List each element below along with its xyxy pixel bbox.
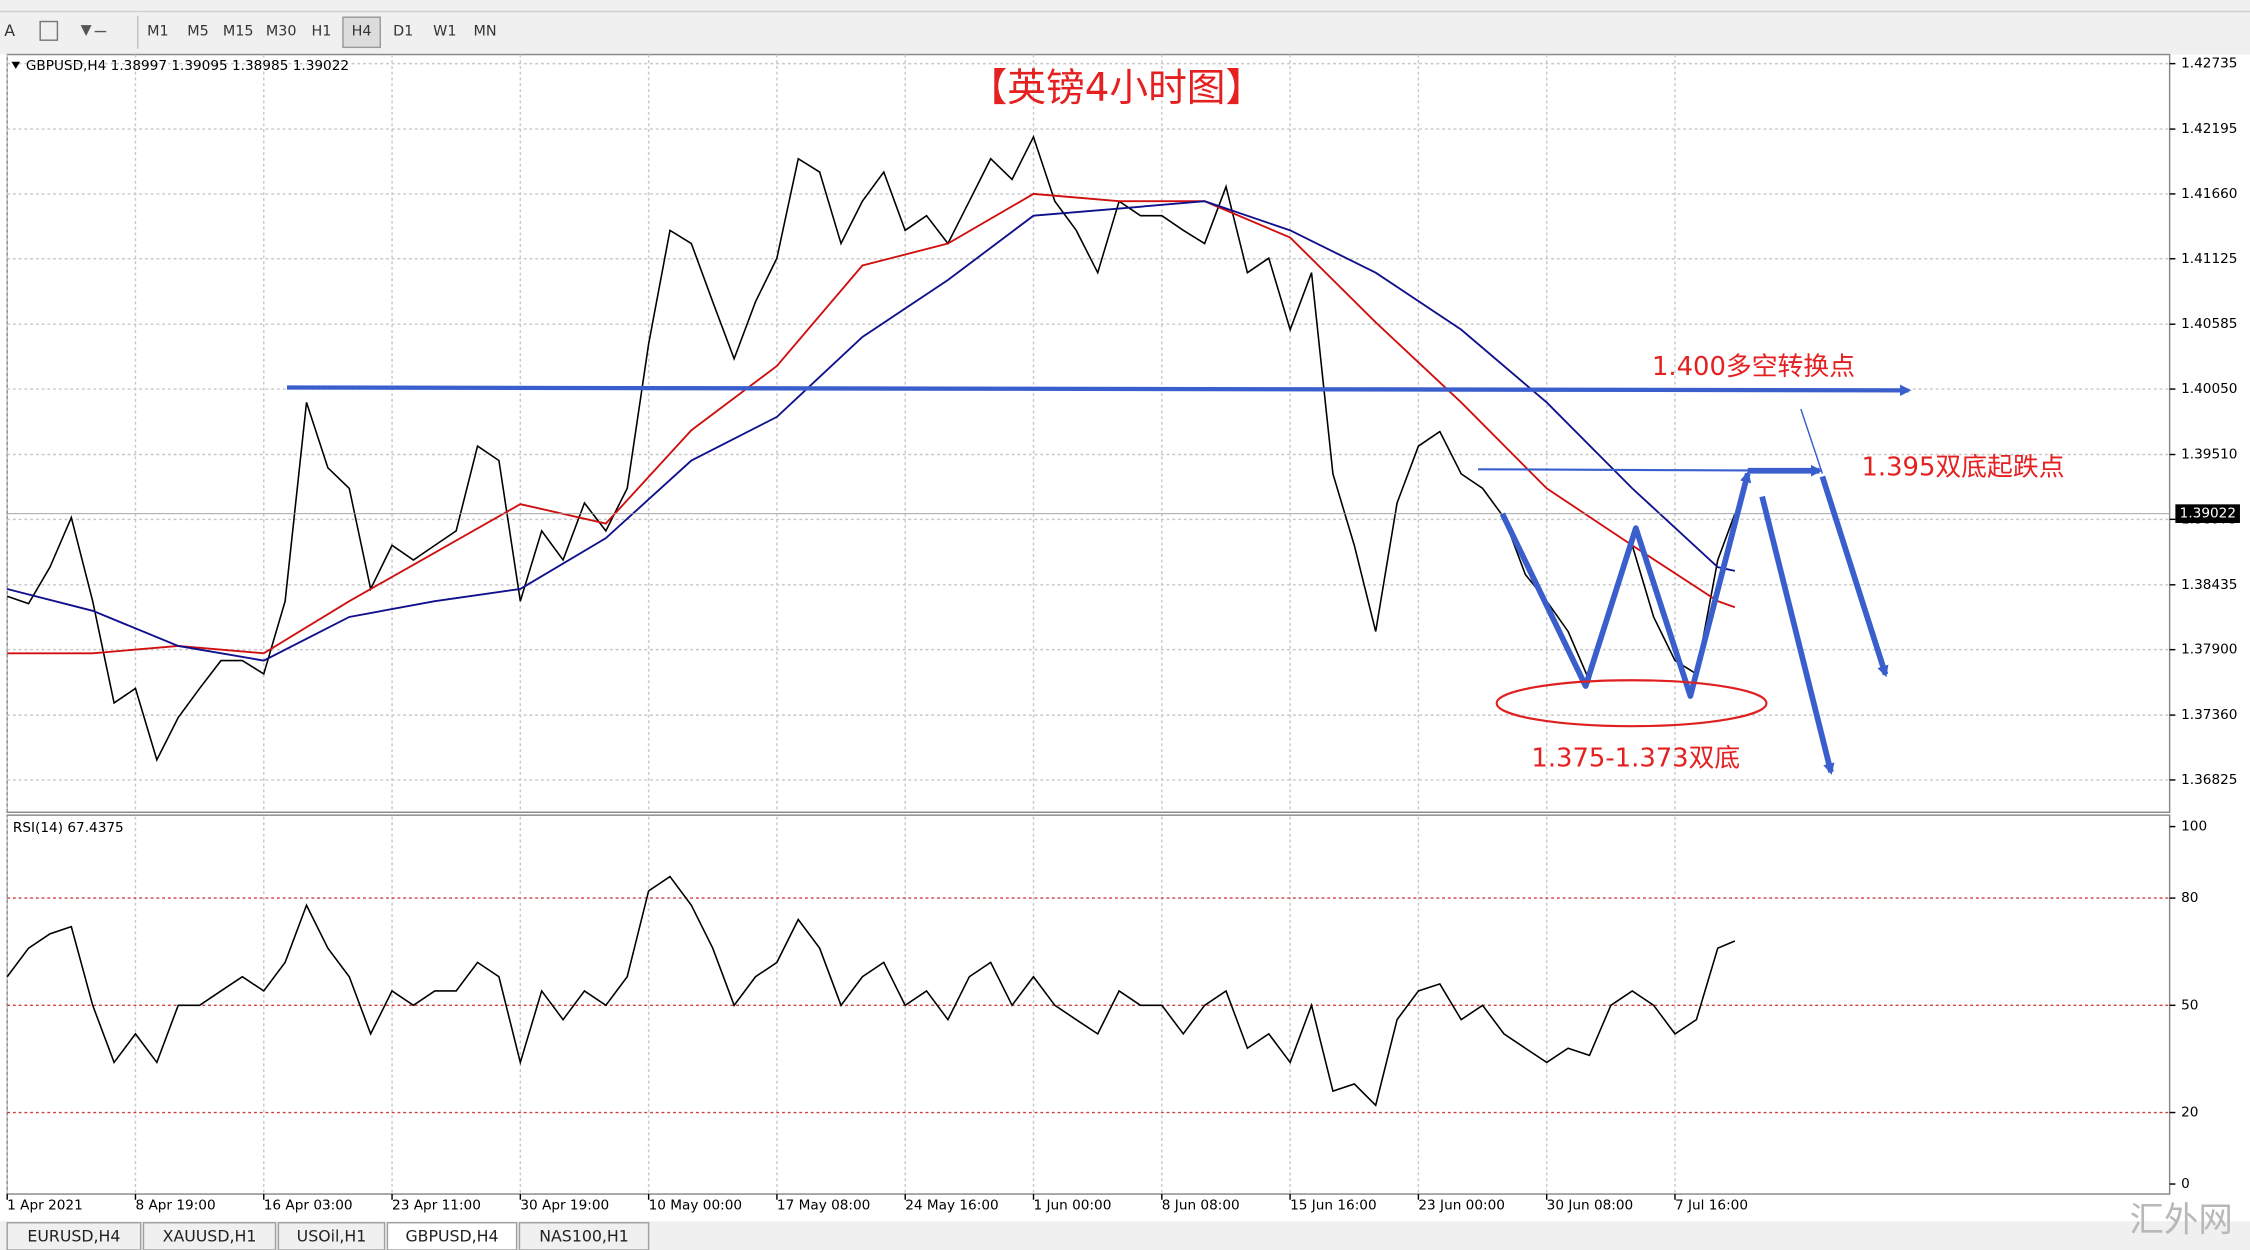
timeframe-button[interactable]: M5 xyxy=(187,24,209,40)
price-label: 1.39022 xyxy=(2180,506,2236,522)
tab[interactable] xyxy=(6,1222,142,1250)
annotation: 1.395双底起跌点 xyxy=(1861,452,2064,482)
series-line xyxy=(7,192,1736,655)
text-tool[interactable]: A xyxy=(4,21,15,40)
timeframe-button[interactable]: M1 xyxy=(147,24,169,40)
tabs: EURUSD,H4 XAUUSD,H1 USOil,H1 GBPUSD,H4 NAS10… xyxy=(6,1222,650,1250)
tab-label[interactable]: NAS100,H1 xyxy=(539,1227,629,1246)
timeframe-button[interactable]: D1 xyxy=(393,24,413,40)
x-tick-label: 1 Apr 2021 xyxy=(7,1198,83,1214)
x-tick-label: 8 Jun 08:00 xyxy=(1162,1198,1240,1214)
y-tick-label: 1.42735 xyxy=(2181,56,2237,72)
y-tick-label: 1.36825 xyxy=(2181,772,2237,788)
x-tick-label: 30 Jun 08:00 xyxy=(1547,1198,1634,1214)
pattern-path xyxy=(1499,470,1752,699)
series-line xyxy=(6,200,1736,662)
trend-line xyxy=(286,384,1912,397)
tab-label[interactable]: XAUUSD,H1 xyxy=(163,1227,257,1246)
high: 1.39095 xyxy=(171,58,227,74)
timeframe-button[interactable]: M15 xyxy=(223,24,254,40)
timeframe-button[interactable]: M30 xyxy=(266,24,297,40)
y-tick-label: 20 xyxy=(2181,1105,2198,1121)
y-tick-label: 1.37900 xyxy=(2181,642,2237,658)
low: 1.38985 xyxy=(232,58,288,74)
y-tick-label: 1.39510 xyxy=(2181,447,2237,463)
symbol: GBPUSD,H4 xyxy=(26,58,106,74)
x-tick-label: 23 Jun 00:00 xyxy=(1418,1198,1505,1214)
watermark: 汇外网 xyxy=(2129,1201,2232,1241)
collapse-icon[interactable] xyxy=(11,61,21,69)
drawings xyxy=(286,384,1912,775)
shapes-tool[interactable] xyxy=(80,25,107,37)
timeframe-bar: M1 M5 M15 M30 H1 H4 D1 W1 MN xyxy=(147,16,497,49)
timeframe-button[interactable]: H1 xyxy=(311,24,331,40)
rsi-chart: 1 Apr 2021 8 Apr 19:00 16 Apr 03:00 23 Apr … xyxy=(6,816,2207,1214)
series-line xyxy=(6,134,1736,763)
y-tick-label: 1.40585 xyxy=(2181,316,2237,332)
trend-line xyxy=(1800,408,1824,474)
x-tick-label: 30 Apr 19:00 xyxy=(520,1198,609,1214)
main-panel xyxy=(6,53,2171,814)
y-tick-label: 1.42195 xyxy=(2181,121,2237,137)
tab[interactable] xyxy=(277,1222,386,1250)
timeframe-button[interactable]: W1 xyxy=(433,24,456,40)
symbol-header: GBPUSD,H4 1.38997 1.39095 1.38985 1.3902… xyxy=(26,58,349,74)
x-tick-label: 23 Apr 11:00 xyxy=(392,1198,481,1214)
y-tick-label: 100 xyxy=(2181,819,2207,835)
tab-label[interactable]: USOil,H1 xyxy=(297,1227,367,1246)
price-label-box xyxy=(2175,504,2240,523)
tab-label[interactable]: GBPUSD,H4 xyxy=(405,1227,498,1246)
trend-arrow xyxy=(1819,475,1889,678)
tab[interactable] xyxy=(518,1222,650,1250)
y-tick-label: 50 xyxy=(2181,997,2198,1013)
toolbar xyxy=(0,0,2250,55)
x-tick-label: 1 Jun 00:00 xyxy=(1034,1198,1112,1214)
y-tick-label: 1.37360 xyxy=(2181,707,2237,723)
timeframe-button[interactable]: MN xyxy=(473,24,496,40)
y-tick-label: 1.41125 xyxy=(2181,251,2237,267)
indicator-value: 67.4375 xyxy=(67,820,123,836)
highlight-ellipse xyxy=(1495,679,1768,728)
indicator: RSI(14) xyxy=(13,820,63,836)
chart-title: 【英镑4小时图】 xyxy=(969,66,1265,111)
x-tick-label: 15 Jun 16:00 xyxy=(1290,1198,1377,1214)
tab-label[interactable]: EURUSD,H4 xyxy=(27,1227,120,1246)
y-tick-label: 1.41660 xyxy=(2181,186,2237,202)
x-tick-label: 16 Apr 03:00 xyxy=(264,1198,353,1214)
x-tick-label: 17 May 08:00 xyxy=(777,1198,870,1214)
y-tick-label: 1.40050 xyxy=(2181,381,2237,397)
y-tick-label: 80 xyxy=(2181,890,2198,906)
x-tick-label: 7 Jul 16:00 xyxy=(1675,1198,1748,1214)
y-tick-label: 0 xyxy=(2181,1176,2190,1192)
y-tick-label: 1.38435 xyxy=(2181,577,2237,593)
x-tick-label: 10 May 00:00 xyxy=(649,1198,742,1214)
timeframe-button[interactable]: H4 xyxy=(352,24,372,40)
open: 1.38997 xyxy=(111,58,167,74)
tab[interactable] xyxy=(386,1222,518,1250)
label-tool[interactable] xyxy=(39,20,59,41)
x-tick-label: 24 May 16:00 xyxy=(905,1198,998,1214)
annotation: 1.375-1.373双底 xyxy=(1531,744,1740,774)
close: 1.39022 xyxy=(293,58,349,74)
x-tick-label: 8 Apr 19:00 xyxy=(135,1198,215,1214)
indicator-header: RSI(14) 67.4375 xyxy=(13,820,124,836)
timeframe-active xyxy=(342,16,381,49)
trend-arrow xyxy=(1759,495,1835,775)
tab[interactable] xyxy=(142,1222,277,1250)
annotation: 1.400多空转换点 xyxy=(1652,352,1855,382)
series-line xyxy=(6,875,1736,1107)
